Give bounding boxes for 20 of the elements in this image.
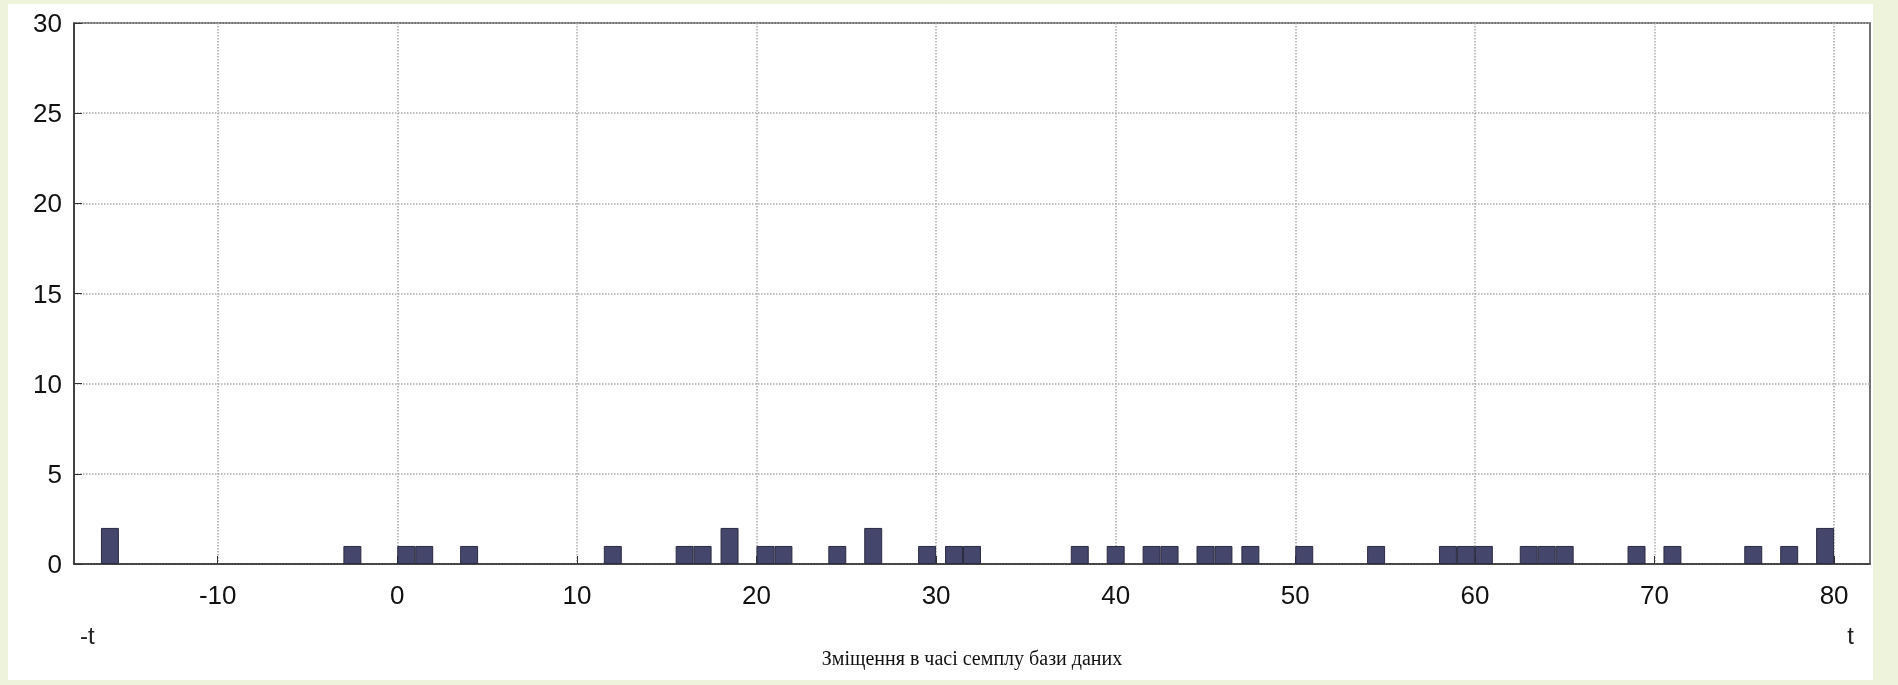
y-tick-label: 15 <box>33 278 62 309</box>
x-tick-label: 80 <box>1819 580 1849 610</box>
x-tick-label: 70 <box>1640 580 1669 610</box>
y-tick-label: 25 <box>33 98 62 129</box>
x-tick-label: 10 <box>562 580 592 610</box>
y-tick-label: 10 <box>33 368 62 399</box>
y-tick-label: 30 <box>33 8 62 38</box>
x-axis-title: Зміщення в часі семплу бази даних <box>821 647 1123 670</box>
x-tick-label: 40 <box>1101 580 1131 610</box>
x-tick-label: 60 <box>1460 580 1490 610</box>
text: -t <box>80 621 95 649</box>
y-tick-label: 5 <box>47 458 62 489</box>
x-tick-label: 20 <box>742 580 771 610</box>
x-tick-label: 50 <box>1280 580 1310 610</box>
y-tick-label: 0 <box>47 549 62 579</box>
x-tick-label: 30 <box>921 580 951 610</box>
x-tick-label: 0 <box>390 580 405 610</box>
text: t <box>1847 621 1855 649</box>
y-tick-label: 20 <box>33 188 62 219</box>
x-tick-label: -10 <box>198 580 237 610</box>
